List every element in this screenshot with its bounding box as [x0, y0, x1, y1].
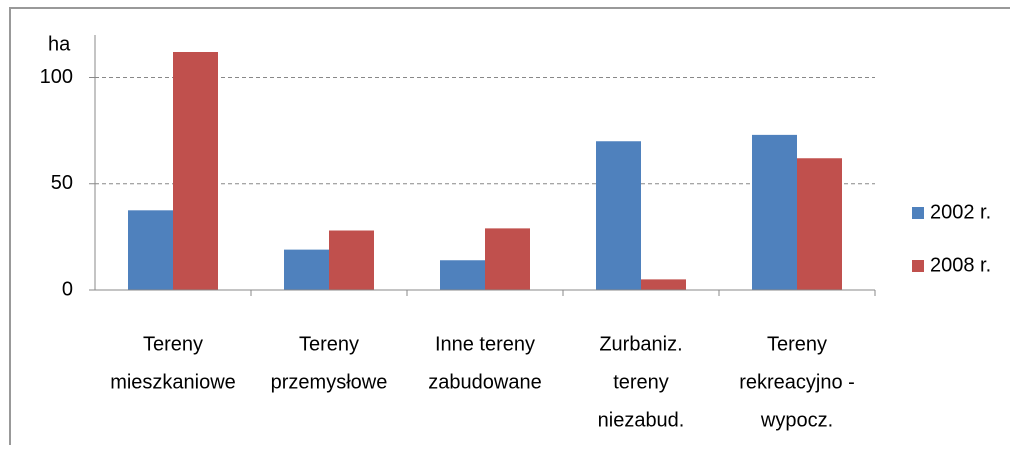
x-tick-label: Tereny — [767, 333, 827, 355]
frame — [9, 7, 1010, 445]
x-tick-label: Zurbaniz. — [599, 333, 682, 355]
y-tick-label: 0 — [62, 278, 73, 300]
bar — [128, 210, 173, 290]
x-tick-label: zabudowane — [428, 371, 541, 393]
bar — [173, 52, 218, 290]
bar — [752, 134, 797, 290]
x-tick-label: przemysłowe — [271, 371, 388, 393]
legend-label: 2008 r. — [930, 254, 991, 276]
legend-label: 2002 r. — [930, 201, 991, 223]
x-tick-label: niezabud. — [598, 409, 685, 431]
bar — [485, 228, 530, 290]
legend-swatch — [912, 260, 924, 272]
bar — [641, 279, 686, 290]
bar — [284, 249, 329, 290]
x-tick-label: wypocz. — [760, 409, 833, 431]
x-tick-label: mieszkaniowe — [110, 371, 236, 393]
y-axis-label: ha — [48, 33, 71, 55]
y-tick-label: 50 — [51, 172, 73, 194]
x-tick-label: Tereny — [143, 333, 203, 355]
x-tick-label: Inne tereny — [435, 333, 535, 355]
x-tick-label: tereny — [613, 371, 669, 393]
bar — [440, 260, 485, 290]
y-tick-label: 100 — [40, 66, 73, 88]
bar — [596, 141, 641, 290]
x-tick-label: rekreacyjno - — [739, 371, 855, 393]
x-tick-label: Tereny — [299, 333, 359, 355]
legend-swatch — [912, 207, 924, 219]
bar — [797, 158, 842, 290]
bar — [329, 230, 374, 290]
